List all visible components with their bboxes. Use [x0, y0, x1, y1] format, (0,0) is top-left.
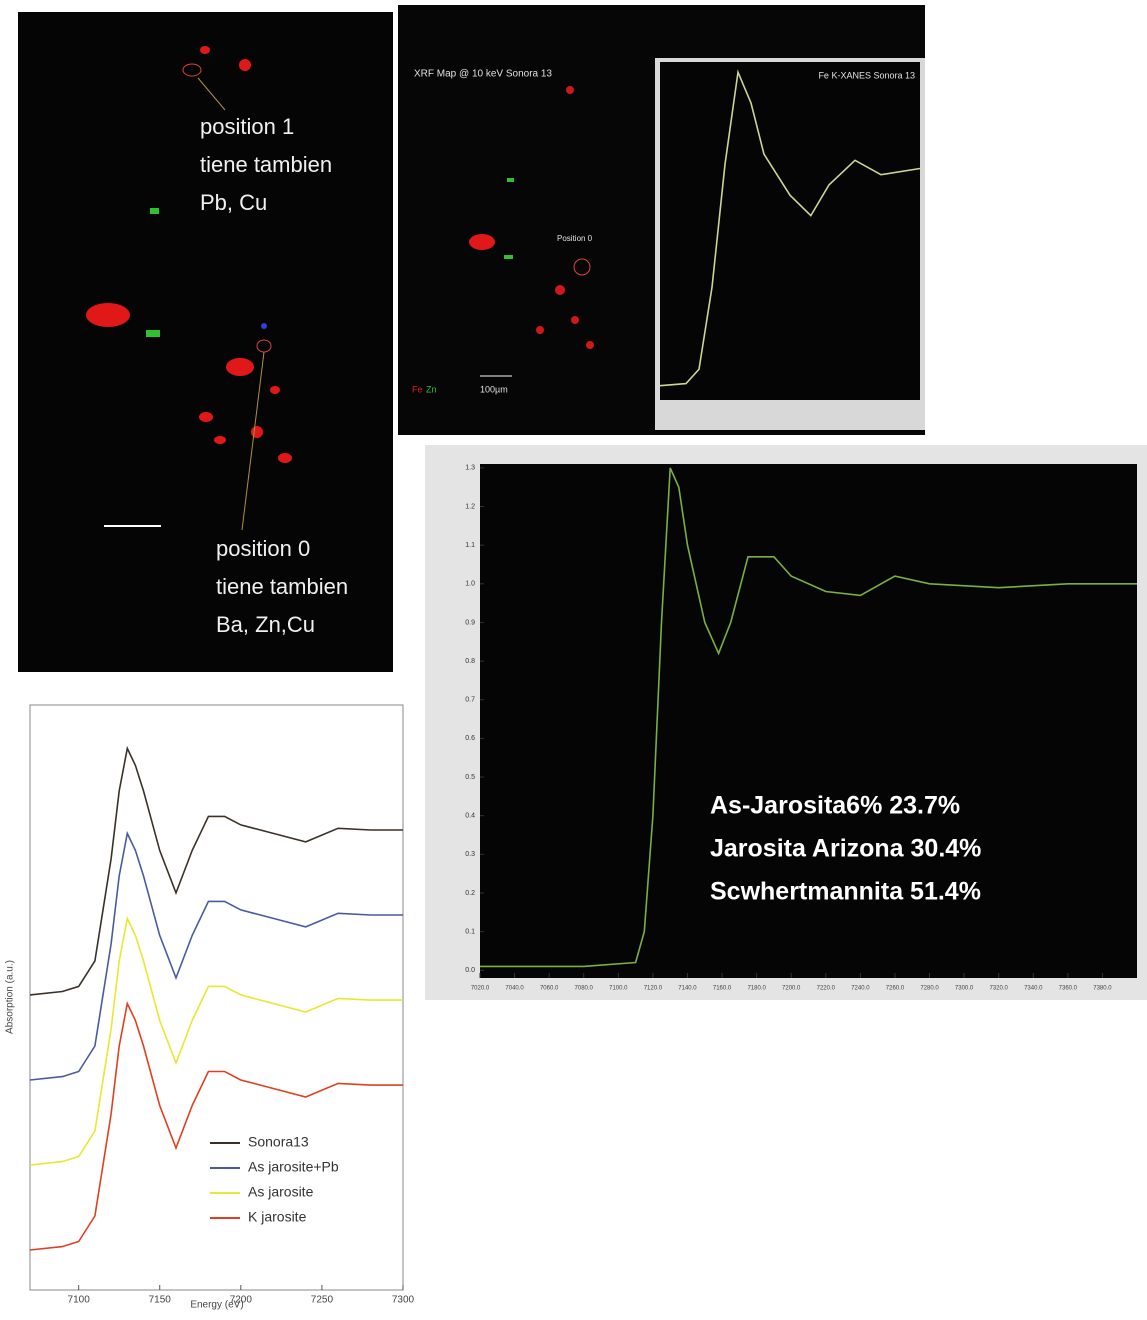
x-tick-label: 7220.0 [817, 986, 836, 992]
x-tick-label: 7200.0 [782, 986, 801, 992]
x-tick-label: 7160.0 [713, 986, 732, 992]
channel-label: Fe [412, 384, 423, 394]
x-tick-label: 7360.0 [1059, 986, 1078, 992]
map-title: XRF Map @ 10 keV Sonora 13 [414, 69, 552, 80]
y-tick-label: 0.6 [465, 735, 475, 742]
legend-label: K jarosite [248, 1209, 307, 1225]
x-tick-label: 7380.0 [1093, 986, 1112, 992]
y-tick-label: 0.2 [465, 890, 475, 897]
page: position 1 tiene tambien Pb, Cu position… [0, 0, 1147, 1315]
x-tick-label: 7250 [311, 1295, 334, 1306]
legend-label: Sonora13 [248, 1134, 309, 1150]
y-tick-label: 1.0 [465, 581, 475, 588]
map-spot [146, 330, 160, 337]
map-spot [507, 178, 514, 182]
x-tick-label: 7180.0 [747, 986, 766, 992]
x-tick-label: 7300 [392, 1295, 415, 1306]
x-tick-label: 7020.0 [471, 986, 490, 992]
x-tick-label: 7340.0 [1024, 986, 1043, 992]
x-tick-label: 7150 [149, 1295, 172, 1306]
map-label: Pb, Cu [200, 190, 267, 215]
chart-title: Fe K-XANES Sonora 13 [818, 70, 915, 80]
marker-label: Position 0 [557, 234, 593, 243]
map-label: position 1 [200, 114, 294, 139]
scale-label: 100µm [480, 384, 508, 394]
y-tick-label: 1.3 [465, 465, 475, 472]
x-tick-label: 7040.0 [505, 986, 524, 992]
x-tick-label: 7060.0 [540, 986, 559, 992]
map-spot [150, 208, 159, 214]
x-tick-label: 7280.0 [920, 986, 939, 992]
x-tick-label: 7120.0 [644, 986, 663, 992]
x-tick-label: 7320.0 [990, 986, 1009, 992]
y-tick-label: 0.9 [465, 619, 475, 626]
annotation: Jarosita Arizona 30.4% [710, 835, 981, 863]
y-tick-label: 0.7 [465, 697, 475, 704]
x-tick-label: 7100 [68, 1295, 91, 1306]
y-tick-label: 0.3 [465, 851, 475, 858]
x-tick-label: 7080.0 [575, 986, 594, 992]
annotation: As-Jarosita6% 23.7% [710, 792, 960, 820]
annotations: As-Jarosita6% 23.7% Jarosita Arizona 30.… [710, 792, 981, 906]
map-spot [469, 234, 495, 250]
y-tick-label: 0.5 [465, 774, 475, 781]
x-tick-label: 7100.0 [609, 986, 628, 992]
x-tick-label: 7300.0 [955, 986, 974, 992]
x-tick-label: 7140.0 [678, 986, 697, 992]
x-tick-label: 7200 [230, 1295, 253, 1306]
map-spot [261, 323, 267, 329]
y-axis-label: Absorption (a.u.) [5, 960, 16, 1034]
x-tick-label: 7240.0 [851, 986, 870, 992]
legend-label: As jarosite+Pb [248, 1159, 339, 1175]
map-label: Ba, Zn,Cu [216, 612, 315, 637]
y-tick-label: 0.4 [465, 813, 475, 820]
y-tick-label: 0.8 [465, 658, 475, 665]
map-label: tiene tambien [216, 574, 348, 599]
y-tick-label: 0.0 [465, 967, 475, 974]
map-spot [504, 255, 513, 259]
annotation: Scwhertmannita 51.4% [710, 878, 981, 906]
map-label: position 0 [216, 536, 310, 561]
legend-label: As jarosite [248, 1184, 314, 1200]
y-tick-label: 0.1 [465, 928, 475, 935]
plot-area [30, 705, 403, 1290]
y-tick-label: 1.1 [465, 542, 475, 549]
plot-area [660, 62, 920, 400]
y-tick-label: 1.2 [465, 503, 475, 510]
x-tick-label: 7260.0 [886, 986, 905, 992]
channel-label: Zn [426, 384, 437, 394]
map-label: tiene tambien [200, 152, 332, 177]
